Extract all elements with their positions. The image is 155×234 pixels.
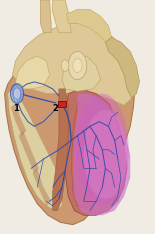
Bar: [58, 101, 66, 107]
Polygon shape: [67, 9, 112, 42]
Polygon shape: [16, 56, 50, 89]
Polygon shape: [71, 103, 108, 208]
Polygon shape: [62, 56, 101, 91]
Circle shape: [11, 84, 24, 103]
Polygon shape: [12, 23, 133, 105]
Polygon shape: [19, 131, 39, 173]
Polygon shape: [11, 103, 26, 136]
Polygon shape: [73, 94, 130, 215]
Polygon shape: [53, 0, 71, 33]
Polygon shape: [105, 37, 140, 98]
Polygon shape: [5, 40, 135, 225]
Polygon shape: [33, 168, 51, 206]
Ellipse shape: [84, 110, 127, 199]
Circle shape: [73, 58, 82, 73]
Polygon shape: [40, 0, 51, 33]
Circle shape: [68, 51, 87, 80]
Text: 2: 2: [53, 104, 59, 113]
Polygon shape: [65, 89, 127, 215]
Text: 1: 1: [13, 104, 19, 113]
Polygon shape: [53, 89, 68, 211]
Circle shape: [61, 60, 69, 71]
Polygon shape: [8, 89, 62, 211]
Circle shape: [13, 88, 21, 99]
Ellipse shape: [76, 94, 129, 206]
